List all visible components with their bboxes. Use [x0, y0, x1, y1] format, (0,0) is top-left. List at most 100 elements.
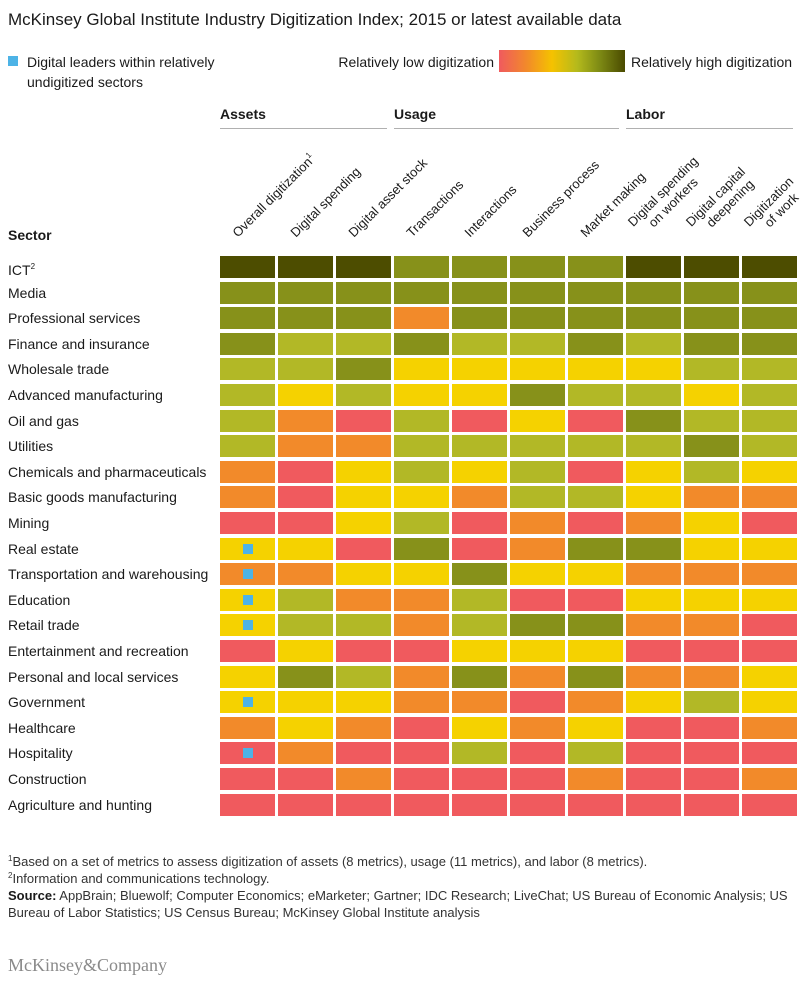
- color-scale-bar: [499, 50, 625, 72]
- digital-leader-marker: [243, 594, 253, 605]
- heatmap-cell: [510, 307, 565, 330]
- heatmap-cell: [220, 332, 275, 355]
- sector-label: Advanced manufacturing: [8, 385, 163, 405]
- heatmap-cell: [394, 256, 449, 278]
- heatmap-cell: [626, 665, 681, 688]
- sector-label-text: Hospitality: [8, 745, 73, 762]
- heatmap-cell: [336, 512, 391, 534]
- heatmap-cell: [336, 563, 391, 586]
- scale-low-label: Relatively low digitization: [338, 54, 494, 70]
- heatmap-cell: [278, 563, 333, 586]
- heatmap-cell: [394, 460, 449, 483]
- heatmap-cell: [278, 691, 333, 714]
- heatmap-cell: [742, 614, 797, 637]
- heatmap-cell: [742, 256, 797, 278]
- heatmap-cell: [220, 384, 275, 406]
- digital-leader-marker: [243, 543, 253, 554]
- sector-label-text: Government: [8, 694, 86, 711]
- sector-column-header: Sector: [8, 227, 52, 243]
- sector-label-text: Transportation and warehousing: [8, 566, 209, 583]
- heatmap-cell: [220, 768, 275, 790]
- sector-label-text: ICT: [8, 262, 31, 278]
- heatmap-cell: [626, 486, 681, 509]
- heatmap-cell: [220, 307, 275, 330]
- sector-label-note: 2: [30, 262, 36, 271]
- sector-label-text: Construction: [8, 771, 87, 787]
- heatmap-cell: [568, 512, 623, 534]
- heatmap-cell: [394, 614, 449, 637]
- heatmap-cell: [394, 332, 449, 355]
- heatmap-cell: [220, 409, 275, 432]
- heatmap-cell: [452, 307, 507, 330]
- heatmap-cell: [510, 435, 565, 458]
- heatmap-cell: [336, 486, 391, 509]
- heatmap-cell: [452, 691, 507, 714]
- heatmap-cell: [510, 665, 565, 688]
- heatmap-cell: [568, 332, 623, 355]
- heatmap-cell: [626, 409, 681, 432]
- heatmap-cell: [394, 588, 449, 611]
- sector-label-text: Professional services: [8, 310, 141, 327]
- heatmap-cell: [220, 281, 275, 304]
- column-label-text: Transactions: [403, 177, 467, 240]
- heatmap-cell: [278, 768, 333, 790]
- heatmap-cell: [568, 435, 623, 458]
- heatmap-cell: [742, 512, 797, 534]
- heatmap-cell: [742, 793, 797, 816]
- heatmap-cell: [278, 793, 333, 816]
- heatmap-cell: [278, 256, 333, 278]
- heatmap-cell: [394, 742, 449, 765]
- heatmap-cell: [452, 332, 507, 355]
- heatmap-cell: [452, 358, 507, 381]
- heatmap-cell: [394, 435, 449, 458]
- heatmap-cell: [452, 409, 507, 432]
- column-label-note: 1: [303, 150, 314, 160]
- heatmap-cell: [336, 281, 391, 304]
- heatmap-cell: [742, 537, 797, 560]
- heatmap-cell: [568, 460, 623, 483]
- heatmap-cell: [568, 793, 623, 816]
- heatmap-cell: [220, 460, 275, 483]
- heatmap-cell: [510, 537, 565, 560]
- heatmap-cell: [626, 588, 681, 611]
- heatmap-cell: [684, 563, 739, 586]
- heatmap-cell: [568, 256, 623, 278]
- heatmap-cell: [336, 742, 391, 765]
- heatmap-cell: [510, 768, 565, 790]
- heatmap-cell: [742, 563, 797, 586]
- group-underline-labor: [626, 128, 793, 129]
- footnote-2: 2Information and communications technolo…: [8, 871, 269, 886]
- heatmap-cell: [742, 409, 797, 432]
- leader-legend: Digital leaders within relatively undigi…: [8, 52, 268, 92]
- heatmap-cell: [626, 640, 681, 662]
- heatmap-cell: [452, 537, 507, 560]
- sector-label-text: Oil and gas: [8, 412, 79, 429]
- sector-label: Chemicals and pharmaceuticals: [8, 462, 206, 482]
- heatmap-cell: [220, 256, 275, 278]
- heatmap-cell: [568, 588, 623, 611]
- heatmap-cell: [278, 409, 333, 432]
- sector-label: Education: [8, 590, 70, 610]
- heatmap-cell: [626, 307, 681, 330]
- heatmap-cell: [684, 793, 739, 816]
- heatmap-cell: [510, 281, 565, 304]
- heatmap-cell: [220, 793, 275, 816]
- heatmap-cell: [568, 358, 623, 381]
- heatmap-cell: [568, 486, 623, 509]
- heatmap-cell: [626, 256, 681, 278]
- sector-label: Government: [8, 692, 85, 712]
- heatmap-cell: [220, 716, 275, 739]
- heatmap-cell: [684, 665, 739, 688]
- heatmap-cell: [394, 563, 449, 586]
- heatmap-cell: [278, 716, 333, 739]
- heatmap-cell: [742, 281, 797, 304]
- heatmap-cell: [336, 460, 391, 483]
- heatmap-cell: [568, 409, 623, 432]
- heatmap-cell: [394, 307, 449, 330]
- heatmap-cell: [452, 614, 507, 637]
- sector-label-text: Basic goods manufacturing: [8, 489, 177, 506]
- heatmap-cell: [510, 486, 565, 509]
- heatmap-cell: [394, 768, 449, 790]
- heatmap-cell: [568, 281, 623, 304]
- heatmap-cell: [278, 640, 333, 662]
